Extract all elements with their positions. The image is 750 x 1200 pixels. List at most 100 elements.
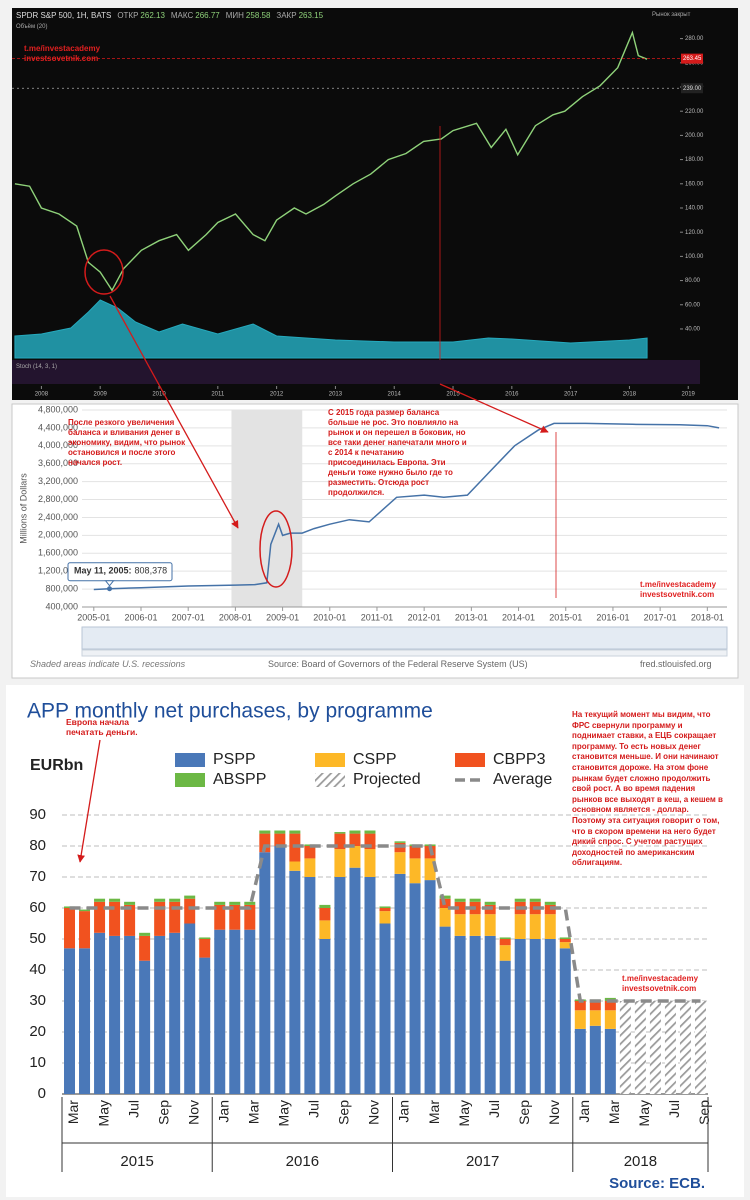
bar-segment — [439, 926, 451, 1094]
chart-title: APP monthly net purchases, by programme — [27, 700, 433, 723]
bar-segment — [514, 914, 526, 939]
bar-segment — [394, 841, 406, 843]
bar-segment — [559, 948, 571, 1094]
group-label: 2017 — [466, 1153, 499, 1170]
y-tick-label: 90 — [29, 806, 46, 823]
x-tick-label: Jul — [125, 1100, 141, 1118]
x-tick-label: Mar — [245, 1100, 261, 1124]
ticker-header: SPDR S&P 500, 1H, BATS ОТКР 262.13 МАКС 266.… — [16, 11, 323, 20]
x-tick-label: 2017 — [564, 392, 578, 398]
x-tick-label: 2018 — [623, 392, 637, 398]
y-tick-label: 40 — [29, 961, 46, 978]
y-tick-label: 30 — [29, 992, 46, 1009]
annotation: После резкого увеличения баланса и влива… — [68, 418, 186, 467]
indicator-label: Stoch (14, 3, 1) — [16, 364, 58, 370]
bar-segment — [64, 948, 76, 1094]
bar-segment — [94, 901, 106, 933]
bar-segment — [214, 929, 226, 1094]
average-line — [69, 844, 701, 1003]
projected-bar — [664, 1001, 676, 1094]
y-tick-label: 2,400,000 — [38, 512, 78, 522]
source: Source: ECB. — [609, 1175, 705, 1192]
watermark: t.me/investacademy — [622, 974, 699, 983]
y-axis-title: Millions of Dollars — [18, 473, 28, 544]
bar-segment — [514, 898, 526, 902]
x-tick-label: 2012-01 — [408, 612, 441, 622]
x-tick-label: 2014 — [388, 392, 402, 398]
x-tick-label: Sep — [696, 1100, 712, 1125]
bar-segment — [79, 909, 91, 912]
bar-segment — [409, 846, 421, 859]
bar-segment — [394, 852, 406, 874]
bar-segment — [199, 939, 211, 958]
y-tick-label: 180.00 — [685, 157, 704, 163]
x-tick-label: 2010 — [152, 392, 166, 398]
bar-segment — [139, 935, 151, 961]
watermark: t.me/investacademy — [640, 580, 717, 589]
annotation-marks — [77, 126, 557, 863]
bar-segment — [259, 833, 271, 853]
y-tick-label: 4,800,000 — [38, 404, 78, 414]
legend-label: PSPP — [213, 751, 256, 768]
x-tick-label: 2011 — [211, 392, 225, 398]
bar-segment — [229, 904, 241, 930]
bar-segment — [289, 830, 301, 834]
bar-segment — [559, 937, 571, 939]
bar-segment — [334, 833, 346, 850]
x-tick-label: May — [95, 1100, 111, 1126]
bar-segment — [289, 870, 301, 1094]
x-tick-label: 2009 — [94, 392, 108, 398]
watermark: investsovetnik.com — [24, 54, 99, 63]
bar-segment — [544, 914, 556, 939]
y-tick-label: 800,000 — [45, 583, 78, 593]
bar-segment — [559, 942, 571, 949]
navigator — [81, 626, 728, 650]
legend-swatch — [315, 753, 345, 767]
bar-segment — [439, 895, 451, 899]
bar-segment — [499, 937, 511, 939]
x-tick-label: Mar — [426, 1100, 442, 1124]
bar-segment — [349, 833, 361, 846]
y-tick-label: 400,000 — [45, 601, 78, 611]
bar-segment — [124, 904, 136, 936]
site: fred.stlouisfed.org — [640, 659, 712, 669]
bar-segment — [169, 901, 181, 933]
x-tick-label: May — [456, 1100, 472, 1126]
watermark-block: t.me/investacademy investsovetnik.com — [640, 580, 716, 600]
x-tick-label: 2016 — [505, 392, 519, 398]
x-tick-label: 2009-01 — [266, 612, 299, 622]
y-tick-label: 3,600,000 — [38, 458, 78, 468]
bar-segment — [334, 849, 346, 877]
x-tick-label: Nov — [546, 1100, 562, 1125]
arrow — [77, 739, 101, 863]
bar-segment — [364, 833, 376, 850]
bar-segment — [604, 1001, 616, 1011]
ohlc-label: ЗАКР — [276, 11, 297, 20]
bar-segment — [109, 901, 121, 936]
bar-segment — [454, 901, 466, 915]
bar-segment — [484, 901, 496, 905]
x-tick-label: 2010-01 — [313, 612, 346, 622]
bar-segment — [394, 873, 406, 1094]
bar-segment — [604, 1028, 616, 1094]
x-tick-label: 2015-01 — [549, 612, 582, 622]
navigator-scrollbar — [81, 649, 728, 657]
plot-2-bg — [82, 410, 727, 607]
bar-segment — [259, 852, 271, 1094]
y-tick-label: 70 — [29, 868, 46, 885]
y-tick-label: 2,800,000 — [38, 494, 78, 504]
bar-segment — [379, 906, 391, 908]
bar-segment — [229, 929, 241, 1094]
y-tick-label: 140.00 — [685, 206, 704, 212]
bar-segment — [244, 929, 256, 1094]
bar-segment — [214, 901, 226, 905]
x-tick-label: 2005-01 — [77, 612, 110, 622]
y-tick-label: 20 — [29, 1023, 46, 1040]
bar-segment — [544, 901, 556, 905]
x-tick-label: 2019 — [682, 392, 696, 398]
tooltip-box — [67, 562, 173, 582]
tooltip-point — [107, 586, 113, 592]
volume-area — [14, 299, 648, 359]
bar-segment — [154, 898, 166, 902]
ohlc-value: 262.13 — [140, 11, 165, 20]
